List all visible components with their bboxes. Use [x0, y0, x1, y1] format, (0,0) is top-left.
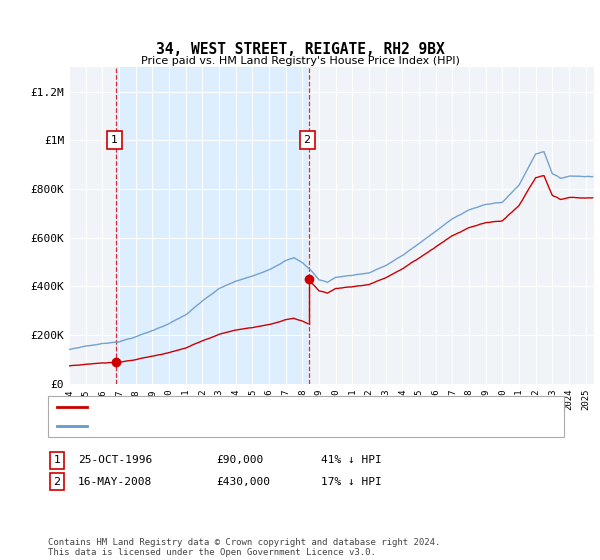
Text: £430,000: £430,000 — [216, 477, 270, 487]
Text: £90,000: £90,000 — [216, 455, 263, 465]
Text: 1: 1 — [110, 135, 118, 145]
Text: 41% ↓ HPI: 41% ↓ HPI — [321, 455, 382, 465]
Text: Price paid vs. HM Land Registry's House Price Index (HPI): Price paid vs. HM Land Registry's House … — [140, 56, 460, 66]
Text: 16-MAY-2008: 16-MAY-2008 — [78, 477, 152, 487]
Text: 17% ↓ HPI: 17% ↓ HPI — [321, 477, 382, 487]
Text: 2: 2 — [53, 477, 61, 487]
Text: 2: 2 — [304, 135, 311, 145]
Text: 34, WEST STREET, REIGATE, RH2 9BX (detached house): 34, WEST STREET, REIGATE, RH2 9BX (detac… — [93, 402, 393, 412]
Bar — [116, 67, 308, 384]
Text: Contains HM Land Registry data © Crown copyright and database right 2024.
This d: Contains HM Land Registry data © Crown c… — [48, 538, 440, 557]
Text: 25-OCT-1996: 25-OCT-1996 — [78, 455, 152, 465]
Text: 34, WEST STREET, REIGATE, RH2 9BX: 34, WEST STREET, REIGATE, RH2 9BX — [155, 42, 445, 57]
Text: HPI: Average price, detached house, Reigate and Banstead: HPI: Average price, detached house, Reig… — [93, 421, 429, 431]
Text: 1: 1 — [53, 455, 61, 465]
